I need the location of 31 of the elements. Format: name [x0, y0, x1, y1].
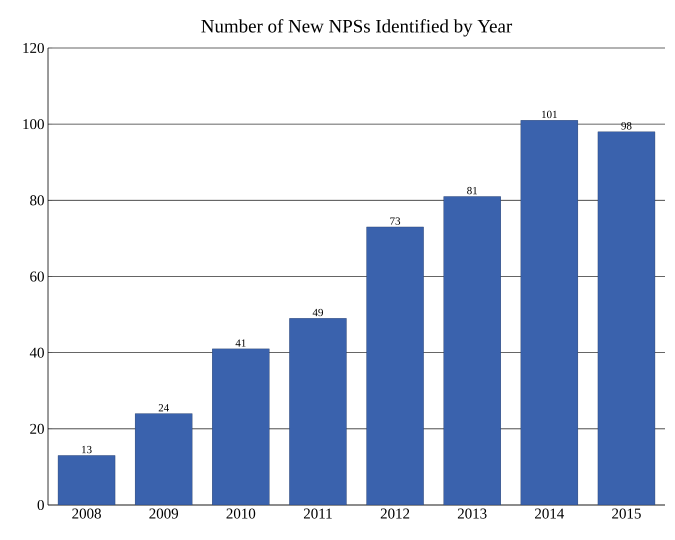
y-tick-label: 80 — [30, 195, 44, 206]
bar — [520, 120, 578, 505]
y-tick-label: 0 — [38, 500, 44, 510]
x-tick-label: 2015 — [612, 508, 641, 519]
data-label: 24 — [158, 404, 170, 412]
chart-title: Number of New NPSs Identified by Year — [201, 19, 512, 36]
bar — [366, 226, 424, 505]
x-tick-label: 2013 — [458, 508, 487, 519]
y-tick-label: 20 — [30, 424, 44, 434]
bar — [289, 318, 347, 505]
x-tick-label: 2011 — [304, 508, 332, 519]
y-tick-label: 60 — [30, 271, 44, 282]
x-tick-label: 2014 — [535, 508, 564, 519]
data-label: 81 — [467, 186, 478, 194]
bar — [443, 196, 501, 505]
y-tick-label: 40 — [30, 348, 44, 358]
data-label: 13 — [82, 446, 92, 454]
y-tick-label: 120 — [23, 42, 44, 54]
data-label: 101 — [542, 110, 557, 118]
x-tick-label: 2012 — [380, 508, 410, 519]
data-label: 41 — [236, 339, 246, 347]
bar — [58, 455, 116, 505]
data-label: 73 — [390, 217, 400, 225]
bar — [134, 413, 192, 505]
x-tick-label: 2010 — [226, 508, 256, 519]
bar — [598, 132, 656, 505]
y-tick-label: 100 — [23, 119, 44, 130]
x-tick-label: 2008 — [72, 508, 101, 519]
x-tick-label: 2009 — [149, 508, 178, 519]
data-label: 49 — [312, 308, 323, 316]
bar — [212, 348, 270, 505]
